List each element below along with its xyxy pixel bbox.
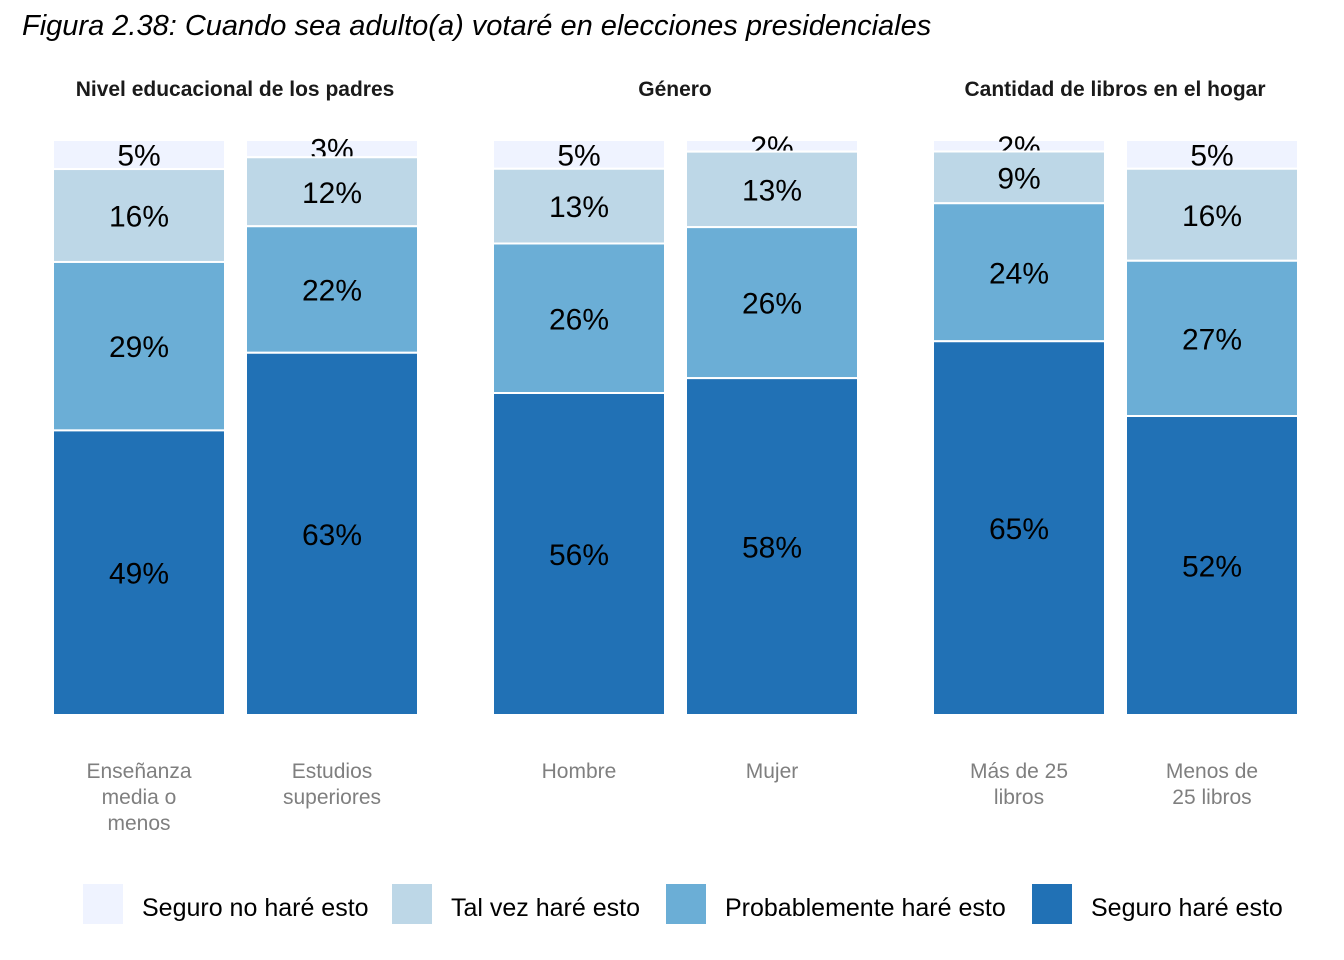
category-label: Estudios: [292, 760, 373, 783]
category-label: Mujer: [746, 760, 799, 783]
category-label: Más de 25: [970, 760, 1068, 783]
legend-swatch: [392, 884, 432, 924]
data-label: 16%: [1182, 200, 1242, 233]
bar-segment: [685, 226, 859, 380]
category-label: menos: [107, 812, 170, 835]
bar-segment: [492, 242, 666, 394]
data-label: 12%: [302, 177, 362, 210]
data-label: 26%: [549, 303, 609, 336]
data-label: 16%: [109, 201, 169, 234]
data-label: 26%: [742, 288, 802, 321]
data-label: 56%: [549, 539, 609, 572]
bar-segment: [492, 167, 666, 245]
legend-swatch: [83, 884, 123, 924]
bar-segment: [685, 150, 859, 229]
facet-title: Género: [638, 78, 712, 101]
category-label: media o: [102, 786, 177, 809]
legend-label: Seguro haré esto: [1091, 894, 1283, 922]
data-label: 13%: [549, 191, 609, 224]
data-label: 22%: [302, 275, 362, 308]
bar-segment: [1125, 259, 1299, 417]
bar-segment: [492, 139, 666, 170]
data-label: 49%: [109, 558, 169, 591]
legend-label: Seguro no haré esto: [142, 894, 369, 922]
data-label: 58%: [742, 532, 802, 565]
bar-segment: [52, 429, 226, 716]
category-label: 25 libros: [1172, 786, 1251, 809]
bar-segment: [932, 340, 1106, 716]
category-label: Hombre: [542, 760, 617, 783]
data-label: 65%: [989, 513, 1049, 546]
data-label: 52%: [1182, 551, 1242, 584]
data-label: 13%: [742, 174, 802, 207]
legend-swatch: [1032, 884, 1072, 924]
facet-title: Cantidad de libros en el hogar: [964, 78, 1265, 101]
data-label: 5%: [557, 139, 600, 172]
data-label: 5%: [117, 140, 160, 173]
bar-segment: [245, 351, 419, 716]
data-label: 29%: [109, 331, 169, 364]
legend-label: Tal vez haré esto: [451, 894, 640, 922]
data-label: 24%: [989, 257, 1049, 290]
category-label: Menos de: [1166, 760, 1258, 783]
category-label: Enseñanza: [86, 760, 191, 783]
bar-segment: [492, 392, 666, 716]
data-label: 27%: [1182, 323, 1242, 356]
data-label: 5%: [1190, 139, 1233, 172]
legend-label: Probablemente haré esto: [725, 894, 1006, 922]
bar-segment: [1125, 415, 1299, 716]
category-label: libros: [994, 786, 1044, 809]
bar-segment: [52, 139, 226, 171]
bar-segment: [685, 377, 859, 716]
facet-title: Nivel educacional de los padres: [76, 78, 395, 101]
category-label: superiores: [283, 786, 381, 809]
data-label: 9%: [997, 162, 1040, 195]
bar-segment: [245, 225, 419, 354]
legend-swatch: [666, 884, 706, 924]
data-label: 63%: [302, 519, 362, 552]
bar-segment: [932, 150, 1106, 205]
bar-segment: [52, 260, 226, 432]
bar-segment: [52, 168, 226, 263]
chart-title: Figura 2.38: Cuando sea adulto(a) votaré…: [22, 10, 932, 42]
